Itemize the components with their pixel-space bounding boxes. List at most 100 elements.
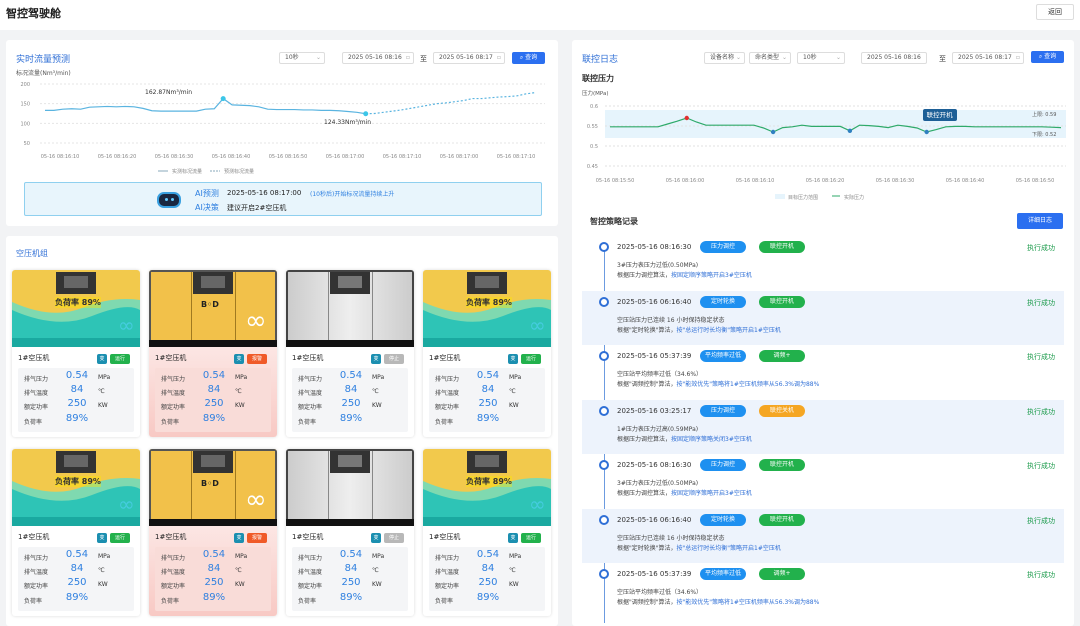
stat-label: 负荷率 <box>161 598 180 605</box>
log-action-prefix: 根据"定时轮换"算法， <box>617 544 677 552</box>
stat-value: 250 <box>67 577 87 588</box>
pressure-y-label: 压力(MPa) <box>582 91 609 97</box>
stat-label: 额定功率 <box>24 583 49 590</box>
compressor-card[interactable]: ∞ 负荷率 89% 1#空压机 变 运行 排气压力 0.54 MPa 排气温度 84 ℃ 额定… <box>12 449 140 616</box>
stat-unit: MPa <box>509 374 522 381</box>
y-tick-label: 100 <box>20 121 30 127</box>
stat-load: 负荷率 89% <box>24 413 134 427</box>
log-category-tag: 定时轮换 <box>700 295 746 308</box>
stat-value: 0.54 <box>65 370 89 381</box>
pressure-marker <box>847 128 853 133</box>
linkage-end-input[interactable]: 2025 05-16 08:17 ▫ <box>952 52 1024 64</box>
command-type-select[interactable]: 命名类型 ⌄ <box>749 52 791 64</box>
legend-predicted-label: 预测标况流量 <box>224 168 254 175</box>
ai-predict-text: (10秒后)开始标况流量持续上升 <box>310 191 395 198</box>
x-tick-label: 05-16 08:16:50 <box>269 154 308 160</box>
strategy-log-item[interactable]: 2025-05-16 08:16:30 压力调控 联控开机 执行成功 3#压力表… <box>582 454 1064 508</box>
stat-unit: KW <box>372 402 382 409</box>
log-time: 2025-05-16 08:16:30 <box>617 461 692 469</box>
interval-value: 10秒 <box>285 54 299 61</box>
stat-label: 排气温度 <box>161 390 186 397</box>
stat-temp: 排气温度 84 ℃ <box>435 384 545 398</box>
compressor-card[interactable]: ∞ 负荷率 89% 1#空压机 变 运行 排气压力 0.54 MPa 排气温度 84 ℃ 额定… <box>12 270 140 437</box>
timeline-dot-icon <box>599 296 609 307</box>
strategy-log-item[interactable]: 2025-05-16 06:16:40 定时轮换 联控开机 执行成功 空压站压力… <box>582 508 1064 563</box>
interval-select[interactable]: 10秒 ⌄ <box>279 52 325 64</box>
stat-unit: MPa <box>235 374 248 381</box>
strategy-log-item[interactable]: 2025-05-16 03:25:17 压力调控 联控关机 执行成功 1#压力表… <box>582 399 1064 454</box>
stat-label: 排气温度 <box>24 569 49 576</box>
compressor-card[interactable]: ∞ 负荷率 89% 1#空压机 变 运行 排气压力 0.54 MPa 排气温度 84 ℃ 额定… <box>423 449 551 616</box>
stat-unit: ℃ <box>372 388 379 395</box>
compressor-card[interactable]: 1#空压机 变 停止 排气压力 0.54 MPa 排气温度 84 ℃ 额定功率 250 KW 负荷… <box>286 449 414 616</box>
y-tick-label: 0.55 <box>587 124 598 130</box>
compressor-card[interactable]: B◦D ∞ 1#空压机 变 报警 排气压力 0.54 MPa 排气温度 84 ℃ 额定功率 25… <box>149 449 277 616</box>
robot-icon <box>157 192 181 208</box>
strategy-log-item[interactable]: 2025-05-16 08:16:30 压力调控 联控开机 执行成功 3#压力表… <box>582 236 1064 290</box>
type-badge: 变 <box>371 354 381 364</box>
compressor-image: ∞ 负荷率 89% <box>423 270 551 347</box>
start-date-input[interactable]: 2025 05-16 08:16 ▫ <box>342 52 414 64</box>
linkage-start-input[interactable]: 2025 05-16 08:16 <box>861 52 927 64</box>
log-result: 执行成功 <box>1027 353 1055 361</box>
x-tick-label: 05-16 08:17:10 <box>497 154 536 160</box>
stat-unit: KW <box>98 402 108 409</box>
end-date-input[interactable]: 2025 05-16 08:17 ▫ <box>433 52 505 64</box>
stat-temp: 排气温度 84 ℃ <box>161 384 271 398</box>
log-reason: 空压站压力已连续 16 小时保持稳定状态 <box>617 316 725 324</box>
stat-label: 排气温度 <box>161 569 186 576</box>
stat-label: 负荷率 <box>24 419 43 426</box>
stat-value: 84 <box>481 384 495 395</box>
stat-temp: 排气温度 84 ℃ <box>24 563 134 577</box>
stat-pressure: 排气压力 0.54 MPa <box>298 549 408 563</box>
svg-text:∞: ∞ <box>529 313 546 337</box>
stat-load: 负荷率 89% <box>298 592 408 606</box>
status-badge: 运行 <box>521 354 541 364</box>
stat-value: 84 <box>344 563 358 574</box>
search-icon: ⌕ <box>1038 53 1045 60</box>
type-badge: 变 <box>97 354 107 364</box>
stat-label: 排气压力 <box>298 555 323 562</box>
stat-value: 0.54 <box>202 549 226 560</box>
stat-pressure: 排气压力 0.54 MPa <box>435 370 545 384</box>
flow-panel-title: 实时流量预测 <box>16 55 71 65</box>
pressure-marker <box>924 129 929 135</box>
stat-pressure: 排气压力 0.54 MPa <box>435 549 545 563</box>
stat-unit: ℃ <box>235 388 242 395</box>
x-tick-label: 05-16 08:17:00 <box>326 154 365 160</box>
log-result: 执行成功 <box>1027 516 1055 525</box>
stat-value: 89% <box>65 413 89 424</box>
pressure-tooltip: 联控开机 <box>922 109 957 121</box>
pressure-chart: 0.6 0.55 0.5 0.45 05-16 08:15:50 05-16 08:16:… <box>587 104 1066 201</box>
pressure-marker <box>684 115 689 121</box>
group-title: 空压机组 <box>16 249 48 258</box>
compressor-card[interactable]: 1#空压机 变 停止 排气压力 0.54 MPa 排气温度 84 ℃ 额定功率 250 KW 负荷… <box>286 270 414 437</box>
strategy-log-item[interactable]: 2025-05-16 05:37:39 平均频率过低 调频+ 执行成功 空压站平… <box>582 563 1064 617</box>
strategy-log-item[interactable]: 2025-05-16 06:16:40 定时轮换 联控开机 执行成功 空压站压力… <box>582 290 1064 345</box>
stats-box: 排气压力 0.54 MPa 排气温度 84 ℃ 额定功率 250 KW 负荷率 89% <box>429 547 545 611</box>
compressor-card[interactable]: ∞ 负荷率 89% 1#空压机 变 运行 排气压力 0.54 MPa 排气温度 84 ℃ 额定… <box>423 270 551 437</box>
x-tick-label: 05-16 08:16:20 <box>806 178 845 184</box>
status-badge: 停止 <box>384 533 404 543</box>
stat-unit: KW <box>509 581 519 588</box>
linkage-interval-select[interactable]: 10秒 ⌄ <box>797 52 845 64</box>
timeline-dot-icon <box>599 460 609 470</box>
log-reason: 3#压力表压力过低(0.50MPa) <box>617 480 699 487</box>
stat-temp: 排气温度 84 ℃ <box>435 563 545 577</box>
detail-log-button[interactable]: 详细日志 <box>1017 213 1063 229</box>
linkage-interval-value: 10秒 <box>803 54 817 61</box>
log-result: 执行成功 <box>1027 462 1055 470</box>
log-time: 2025-05-16 06:16:40 <box>617 297 692 306</box>
compressor-card[interactable]: B◦D ∞ 1#空压机 变 报警 排气压力 0.54 MPa 排气温度 84 ℃ 额定功率 25… <box>149 270 277 437</box>
stat-label: 负荷率 <box>435 419 454 426</box>
search-icon: ⌕ <box>519 54 526 61</box>
strategy-log-item[interactable]: 2025-05-16 05:37:39 平均频率过低 调频+ 执行成功 空压站平… <box>582 345 1064 399</box>
stat-pressure: 排气压力 0.54 MPa <box>161 549 271 563</box>
stat-label: 排气温度 <box>435 569 460 576</box>
linkage-query-button[interactable]: ⌕ 查询 <box>1031 51 1064 63</box>
stat-unit: ℃ <box>98 567 105 574</box>
query-button[interactable]: ⌕ 查询 <box>512 52 545 64</box>
device-select[interactable]: 设备名称 ⌄ <box>704 52 745 64</box>
type-badge: 变 <box>234 354 244 364</box>
back-button[interactable]: 返回 <box>1036 4 1074 20</box>
